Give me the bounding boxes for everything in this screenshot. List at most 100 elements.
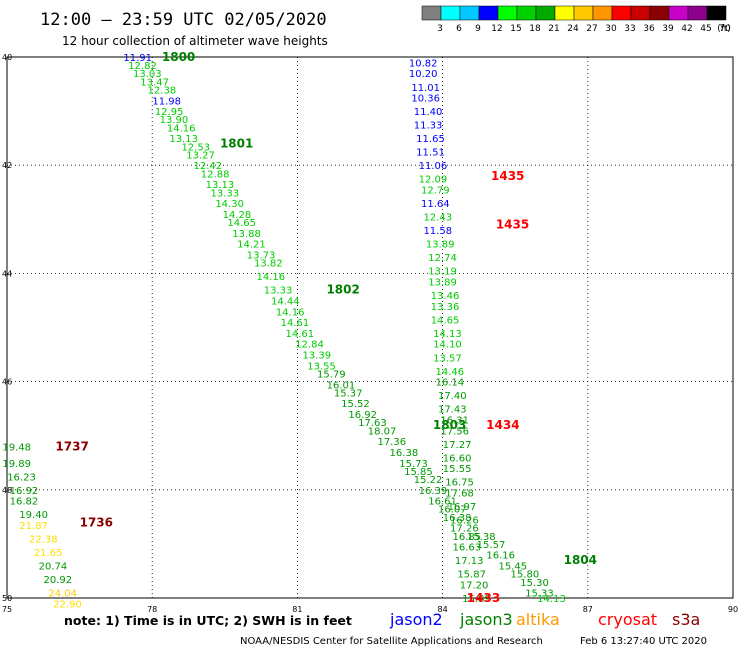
colorbar-label: (ft) bbox=[717, 24, 731, 34]
wave-height-value: 14.61 bbox=[285, 329, 314, 340]
wave-height-value: 17.43 bbox=[438, 405, 467, 416]
wave-height-value: 17.27 bbox=[443, 440, 472, 451]
colorbar-label: 21 bbox=[548, 24, 559, 34]
wave-height-value: 15.45 bbox=[498, 562, 527, 573]
wave-height-value: 14.30 bbox=[215, 199, 244, 210]
pass-time-label: 1800 bbox=[162, 50, 195, 64]
colorbar-swatch bbox=[421, 5, 442, 21]
wave-height-value: 16.60 bbox=[443, 453, 472, 464]
wave-height-value: 16.75 bbox=[445, 478, 474, 489]
colorbar-swatch bbox=[611, 5, 632, 21]
colorbar-label: 9 bbox=[475, 24, 481, 34]
wave-height-value: 15.80 bbox=[511, 570, 540, 581]
wave-height-value: 15.22 bbox=[414, 475, 443, 486]
legend-s3a: s3a bbox=[672, 610, 700, 629]
longitude-label: 81 bbox=[292, 605, 302, 614]
wave-height-value: 12.53 bbox=[181, 142, 210, 153]
legend-cryosat: cryosat bbox=[598, 610, 657, 629]
wave-height-value: 13.36 bbox=[431, 302, 460, 313]
wave-height-value: 12.09 bbox=[419, 175, 448, 186]
wave-height-value: 16.97 bbox=[448, 502, 477, 513]
wave-height-value: 12.74 bbox=[428, 253, 457, 264]
colorbar-label: 42 bbox=[681, 24, 692, 34]
wave-height-value: 13.82 bbox=[254, 259, 283, 270]
lat-lon-grid bbox=[7, 57, 733, 598]
wave-height-value: 13.88 bbox=[232, 229, 261, 240]
colorbar-label: 36 bbox=[643, 24, 655, 34]
wave-height-value: 13.46 bbox=[431, 291, 460, 302]
colorbar-swatch bbox=[516, 5, 537, 21]
wave-height-value: 20.92 bbox=[43, 575, 72, 586]
wave-height-value: 14.10 bbox=[433, 340, 462, 351]
colorbar-swatch bbox=[440, 5, 461, 21]
wave-height-value: 15.87 bbox=[457, 570, 486, 581]
wave-height-value: 11.98 bbox=[152, 96, 181, 107]
longitude-label: 90 bbox=[728, 605, 738, 614]
wave-height-value: 12.88 bbox=[201, 169, 230, 180]
colorbar-swatch bbox=[706, 5, 727, 21]
pass-time-label: 1804 bbox=[564, 553, 597, 567]
map-title: 12:00 – 23:59 UTC 02/05/2020 bbox=[40, 10, 327, 30]
wave-height-value: 11.64 bbox=[421, 199, 450, 210]
wave-height-value: 11.01 bbox=[411, 83, 440, 94]
wave-height-value: 17.26 bbox=[450, 524, 479, 535]
pass-time-label: 1435 bbox=[496, 218, 529, 232]
latitude-label: 50 bbox=[2, 594, 12, 603]
colorbar-swatch bbox=[687, 5, 708, 21]
wave-height-value: 16.31 bbox=[440, 415, 469, 426]
wave-height-value: 14.16 bbox=[276, 307, 305, 318]
longitude-label: 87 bbox=[583, 605, 593, 614]
wave-height-value: 12.38 bbox=[148, 85, 177, 96]
wave-height-value: 16.85 bbox=[452, 532, 481, 543]
wave-height-value: 18.07 bbox=[368, 426, 397, 437]
longitude-label: 75 bbox=[2, 605, 12, 614]
pass-time-label: 1433 bbox=[467, 591, 500, 605]
wave-height-value: 11.91 bbox=[123, 53, 152, 64]
longitude-label: 78 bbox=[147, 605, 157, 614]
wave-height-value: 21.87 bbox=[19, 521, 48, 532]
colorbar-label: 45 bbox=[700, 24, 711, 34]
colorbar-label: 24 bbox=[567, 24, 579, 34]
wave-height-value: 17.68 bbox=[445, 489, 474, 500]
wave-height-value: 15.55 bbox=[443, 464, 472, 475]
wave-height-value: 19.40 bbox=[19, 510, 48, 521]
wave-height-value: 16.61 bbox=[428, 497, 457, 508]
wave-height-value: 15.37 bbox=[334, 388, 363, 399]
wave-height-value: 11.40 bbox=[414, 107, 443, 118]
wave-height-value: 13.89 bbox=[428, 278, 457, 289]
colorbar-swatch bbox=[649, 5, 670, 21]
wave-height-value: 17.13 bbox=[455, 556, 484, 567]
wave-height-value: 17.63 bbox=[358, 418, 387, 429]
colorbar-swatch bbox=[592, 5, 613, 21]
wave-height-colorbar: 3 6 9 12 15 18 21 24 27 30 33 36 39 42 45 70(ft) bbox=[421, 5, 731, 34]
wave-height-value: 15.33 bbox=[525, 589, 554, 600]
wave-height-value: 13.47 bbox=[140, 77, 169, 88]
wave-height-value: 14.21 bbox=[237, 240, 266, 251]
colorbar-swatch bbox=[459, 5, 480, 21]
wave-height-value: 13.19 bbox=[428, 267, 457, 278]
latitude-label: 42 bbox=[2, 161, 12, 170]
legend-jason2: jason2 bbox=[389, 610, 443, 629]
wave-height-value: 14.16 bbox=[256, 272, 285, 283]
wave-height-value: 14.65 bbox=[227, 218, 256, 229]
colorbar-label: 12 bbox=[491, 24, 502, 34]
latitude-label: 40 bbox=[2, 53, 12, 62]
colorbar-swatch bbox=[478, 5, 499, 21]
wave-height-value: 13.33 bbox=[264, 286, 293, 297]
map-subtitle: 12 hour collection of altimeter wave hei… bbox=[62, 34, 328, 48]
wave-height-value: 12.42 bbox=[194, 161, 223, 172]
longitude-label: 84 bbox=[438, 605, 448, 614]
wave-height-value: 16.26 bbox=[450, 516, 479, 527]
latitude-label: 46 bbox=[2, 378, 12, 387]
wave-height-value: 13.13 bbox=[206, 180, 235, 191]
wave-height-value: 17.56 bbox=[440, 426, 469, 437]
colorbar-swatch bbox=[535, 5, 556, 21]
wave-height-value: 11.33 bbox=[414, 121, 443, 132]
legend-altika: altika bbox=[516, 610, 560, 629]
wave-height-value: 14.46 bbox=[436, 367, 465, 378]
wave-height-value: 11.51 bbox=[416, 148, 445, 159]
wave-height-value: 13.03 bbox=[133, 69, 162, 80]
wave-height-value: 22.38 bbox=[29, 534, 58, 545]
wave-height-value: 16.01 bbox=[327, 380, 356, 391]
wave-height-value: 12.95 bbox=[155, 107, 184, 118]
